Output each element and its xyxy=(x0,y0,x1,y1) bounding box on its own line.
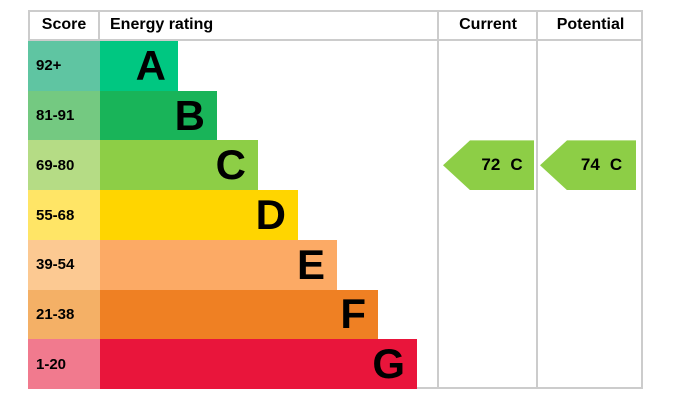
band-score-range: 81-91 xyxy=(28,90,100,141)
band-letter: G xyxy=(372,340,405,388)
band-row-a: 92+ A xyxy=(28,41,643,91)
band-bar-c: C xyxy=(100,140,258,191)
band-bar-e: E xyxy=(100,239,337,290)
table-top-border xyxy=(28,10,643,12)
energy-rating-column-header: Energy rating xyxy=(110,16,214,33)
band-letter: A xyxy=(135,41,166,89)
band-score-range: 21-38 xyxy=(28,289,100,340)
band-letter: D xyxy=(255,191,286,239)
band-score-range: 92+ xyxy=(28,41,100,91)
potential-column-header: Potential xyxy=(556,16,625,33)
current-rating-value: 72 xyxy=(481,155,501,175)
band-letter: F xyxy=(340,290,366,338)
band-rows: 92+ A 81-91 B 69-80 C 55-68 D 39-54 E 21-38 F 1-20 G xyxy=(28,41,643,390)
band-letter: B xyxy=(174,91,205,139)
current-column-left-border xyxy=(437,10,439,389)
band-bar-a: A xyxy=(100,41,178,91)
band-row-g: 1-20 G xyxy=(28,339,643,390)
band-row-b: 81-91 B xyxy=(28,90,643,141)
band-bar-g: G xyxy=(100,339,417,390)
band-row-f: 21-38 F xyxy=(28,289,643,340)
band-score-range: 1-20 xyxy=(28,339,100,390)
band-score-range: 69-80 xyxy=(28,140,100,191)
potential-column-left-border xyxy=(536,10,538,389)
header-bottom-border xyxy=(28,39,643,41)
band-row-e: 39-54 E xyxy=(28,239,643,290)
band-row-d: 55-68 D xyxy=(28,190,643,240)
band-letter: C xyxy=(215,141,246,189)
score-column-left-border xyxy=(28,10,30,41)
current-rating-band-letter: C xyxy=(510,155,523,175)
table-right-border xyxy=(641,10,643,389)
band-bar-f: F xyxy=(100,289,378,340)
score-column-right-border xyxy=(98,10,100,41)
band-score-range: 39-54 xyxy=(28,239,100,290)
potential-rating-value: 74 xyxy=(580,155,600,175)
table-bottom-border xyxy=(417,387,643,389)
band-row-c: 69-80 C xyxy=(28,140,643,191)
current-column-header: Current xyxy=(459,16,517,33)
potential-rating-band-letter: C xyxy=(609,155,623,175)
band-bar-d: D xyxy=(100,190,298,240)
band-bar-b: B xyxy=(100,90,217,141)
band-letter: E xyxy=(296,240,325,288)
band-score-range: 55-68 xyxy=(28,190,100,240)
score-column-header: Score xyxy=(41,16,87,33)
